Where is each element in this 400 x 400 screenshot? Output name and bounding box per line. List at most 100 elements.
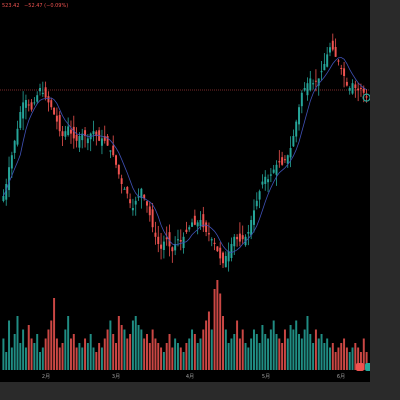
volume-bar-up <box>289 325 292 370</box>
candle-down <box>30 102 33 110</box>
candle-down <box>281 157 284 165</box>
volume-bar-up <box>33 343 36 370</box>
volume-bar-down <box>151 329 154 370</box>
volume-bar-up <box>300 338 303 370</box>
volume-bar-up <box>24 347 27 370</box>
volume-bar-up <box>8 320 11 370</box>
volume-bar-up <box>275 334 278 370</box>
candle-down <box>357 88 360 91</box>
volume-bar-down <box>281 343 284 370</box>
volume-bar-up <box>351 347 354 370</box>
candle-up <box>86 138 89 144</box>
candle-down <box>157 236 160 244</box>
candle-down <box>193 215 196 225</box>
volume-bar-up <box>309 334 312 370</box>
volume-bar-up <box>22 329 25 370</box>
candle-up <box>109 150 112 152</box>
candle-down <box>171 247 174 252</box>
volume-bar-down <box>345 347 348 370</box>
candle-down <box>126 187 129 194</box>
candle-up <box>24 100 27 108</box>
candle-up <box>41 92 44 95</box>
volume-bar-down <box>283 329 286 370</box>
volume-bar-up <box>162 352 165 370</box>
volume-down-badge[interactable] <box>356 363 364 371</box>
volume-bar-down <box>126 338 129 370</box>
volume-bar-down <box>115 343 118 370</box>
volume-badge[interactable] <box>356 363 370 371</box>
volume-bar-down <box>27 325 30 370</box>
volume-bar-up <box>320 334 323 370</box>
volume-bar-up <box>174 338 177 370</box>
volume-bar-up <box>13 334 16 370</box>
candle-down <box>72 126 75 139</box>
candle-up <box>247 232 250 234</box>
candle-up <box>8 167 11 191</box>
candle-up <box>230 244 233 258</box>
volume-bar-down <box>179 347 182 370</box>
volume-bar-up <box>252 329 255 370</box>
volume-bar-up <box>16 316 19 370</box>
volume-bar-up <box>317 338 320 370</box>
candle-up <box>306 83 309 96</box>
price-scale-panel[interactable] <box>370 0 400 382</box>
price-chart[interactable]: 523.42 −52.47 (−0.09%) <box>0 0 370 372</box>
volume-bar-up <box>36 334 39 370</box>
volume-bar-up <box>41 347 44 370</box>
volume-bar-up <box>261 325 264 370</box>
volume-bar-down <box>202 329 205 370</box>
volume-bar-up <box>306 316 309 370</box>
candle-up <box>5 184 8 200</box>
candle-down <box>143 194 146 199</box>
candle-up <box>269 174 272 176</box>
volume-bar-down <box>314 329 317 370</box>
price-header: 523.42 −52.47 (−0.09%) <box>2 0 71 12</box>
candle-down <box>27 104 30 106</box>
candle-up <box>199 220 202 227</box>
candle-down <box>75 134 78 141</box>
volume-bar-up <box>2 338 5 370</box>
x-tick-feb: 2月 <box>41 374 51 380</box>
volume-bar-down <box>44 338 47 370</box>
volume-bar-down <box>238 338 241 370</box>
candle-down <box>334 46 337 57</box>
candle-down <box>236 236 239 240</box>
volume-bar-up <box>100 347 103 370</box>
volume-bar-up <box>64 329 67 370</box>
candle-up <box>33 102 36 104</box>
candle-up <box>250 220 253 236</box>
volume-bar-down <box>84 338 87 370</box>
volume-bar-down <box>69 338 72 370</box>
volume-bar-up <box>67 316 70 370</box>
x-tick-mar: 3月 <box>111 374 121 380</box>
candle-down <box>165 237 168 240</box>
candle-down <box>50 100 53 108</box>
volume-bar-up <box>230 338 233 370</box>
moving-average-line <box>3 57 367 253</box>
volume-bar-down <box>362 338 365 370</box>
candle-up <box>351 83 354 94</box>
candle-up <box>36 95 39 102</box>
time-axis[interactable]: 2月 3月 4月 5月 6月 <box>0 372 370 382</box>
volume-bar-up <box>323 343 326 370</box>
volume-up-badge[interactable] <box>365 363 370 371</box>
candle-down <box>343 68 346 76</box>
volume-bar-up <box>39 352 41 370</box>
last-price: 523.42 <box>2 3 20 9</box>
volume-bar-up <box>244 343 247 370</box>
candle-down <box>47 96 50 103</box>
candlestick-chart-svg[interactable] <box>0 0 370 372</box>
candle-up <box>210 239 213 241</box>
volume-bar-down <box>354 343 357 370</box>
volume-bar-up <box>295 320 298 370</box>
candle-down <box>160 244 163 249</box>
volume-bar-up <box>227 343 230 370</box>
candle-up <box>13 140 16 153</box>
candle-down <box>69 129 72 134</box>
candle-up <box>286 155 289 164</box>
volume-bar-up <box>199 338 202 370</box>
volume-bar-up <box>89 334 92 370</box>
volume-bar-up <box>5 352 8 370</box>
volume-bar-down <box>47 329 50 370</box>
